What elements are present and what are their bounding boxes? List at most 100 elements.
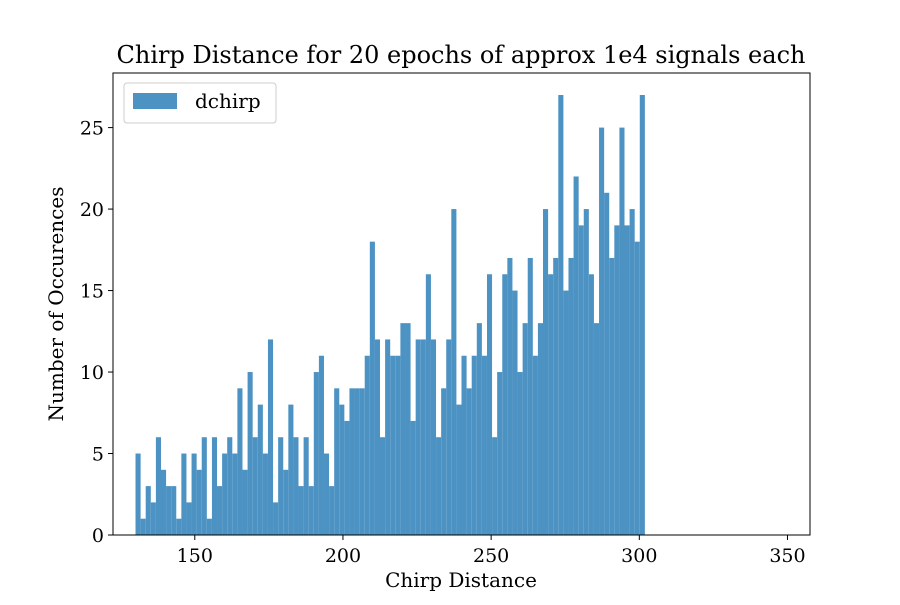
histogram-bar [196,469,202,535]
histogram-bar [507,257,513,535]
bars-layer [135,95,645,536]
histogram-bar [329,486,335,535]
histogram-bar [624,225,630,535]
histogram-bar [425,274,431,535]
histogram-bar [548,274,554,535]
histogram-bar [593,323,600,535]
histogram-bar [466,388,472,535]
histogram-bar [619,127,625,535]
histogram-bar [400,323,406,535]
histogram-bar [237,388,243,535]
histogram-bar [257,404,263,535]
x-tick-label: 200 [325,545,361,567]
histogram-bar [211,437,218,535]
histogram-bar [461,355,467,535]
histogram-bar [634,241,640,536]
histogram-bar [614,225,620,535]
histogram-bar [553,257,559,535]
histogram-bar [639,95,645,535]
histogram-bar [206,518,212,535]
histogram-bar [486,274,493,535]
histogram-bar [273,502,279,535]
histogram-bar [171,486,177,535]
histogram-bar [369,241,375,536]
histogram-bar [278,437,284,535]
y-axis-label: Number of Occurences [44,187,68,422]
y-tick-label: 0 [92,525,104,547]
histogram-bar [583,209,589,535]
histogram-bar [247,372,253,535]
histogram-bar [609,257,615,535]
histogram-bar [410,420,416,535]
histogram-bar [604,192,610,535]
histogram-bar [298,486,304,535]
histogram-bar [517,372,523,535]
y-tick-label: 20 [80,199,104,221]
histogram-bar [502,274,508,535]
x-tick-label: 350 [769,545,805,567]
histogram-bar [471,355,477,535]
histogram-bar [252,437,258,535]
histogram-bar [227,437,233,535]
histogram-bar [568,257,574,535]
histogram-bar [262,453,268,535]
histogram-bar [415,339,421,535]
y-tick-label: 5 [92,444,104,466]
histogram-bar [267,339,274,535]
histogram-bar [405,323,411,535]
histogram-bar [537,323,543,535]
histogram-bar [201,437,207,535]
histogram-bar [155,437,161,535]
histogram-bar [145,486,151,535]
histogram-bar [532,355,538,535]
histogram-bar [497,372,503,535]
histogram-bar [573,176,579,536]
histogram-bar [588,274,594,535]
histogram-bar [456,404,462,535]
histogram-bar [242,469,248,535]
chart-title: Chirp Distance for 20 epochs of approx 1… [117,41,806,69]
histogram-bar [186,502,192,535]
histogram-bar [160,469,167,535]
histogram-bar [441,388,447,535]
histogram-bar [558,95,564,535]
legend: dchirp [123,82,277,124]
histogram-bar [176,518,182,535]
x-axis-label: Chirp Distance [385,568,537,592]
histogram-bar [181,453,187,535]
histogram-bar [232,453,238,535]
histogram-bar [543,209,549,535]
histogram-bar [451,209,457,535]
histogram-bar [339,404,345,535]
legend-swatch-dchirp [133,93,177,109]
plot-area-frame [112,72,811,536]
histogram-bar [629,209,635,535]
histogram-bar [344,420,350,535]
histogram-bar [380,437,386,535]
histogram-bar [323,453,330,535]
x-tick-label: 250 [473,545,509,567]
histogram-bar [222,453,228,535]
histogram-bar [374,339,381,535]
x-tick-label: 300 [621,545,657,567]
histogram-bar [217,486,223,535]
histogram-bar [481,355,487,535]
histogram-bar [288,404,294,535]
y-tick-label: 15 [80,281,104,303]
histogram-bar [599,127,605,535]
histogram-bar [430,339,437,535]
histogram-bar [308,486,314,535]
y-tick-label: 25 [80,118,104,140]
histogram-bar [527,257,533,535]
histogram-bar [436,437,442,535]
histogram-bar [150,502,156,535]
histogram-bar [476,323,482,535]
ticks-layer: 150 200 250 300 350 0 5 10 15 20 25 [80,118,806,567]
histogram-bar [395,355,401,535]
histogram-bar [563,290,569,535]
legend-label-dchirp: dchirp [195,89,261,113]
histogram-bar [354,388,360,535]
x-tick-label: 150 [177,545,213,567]
